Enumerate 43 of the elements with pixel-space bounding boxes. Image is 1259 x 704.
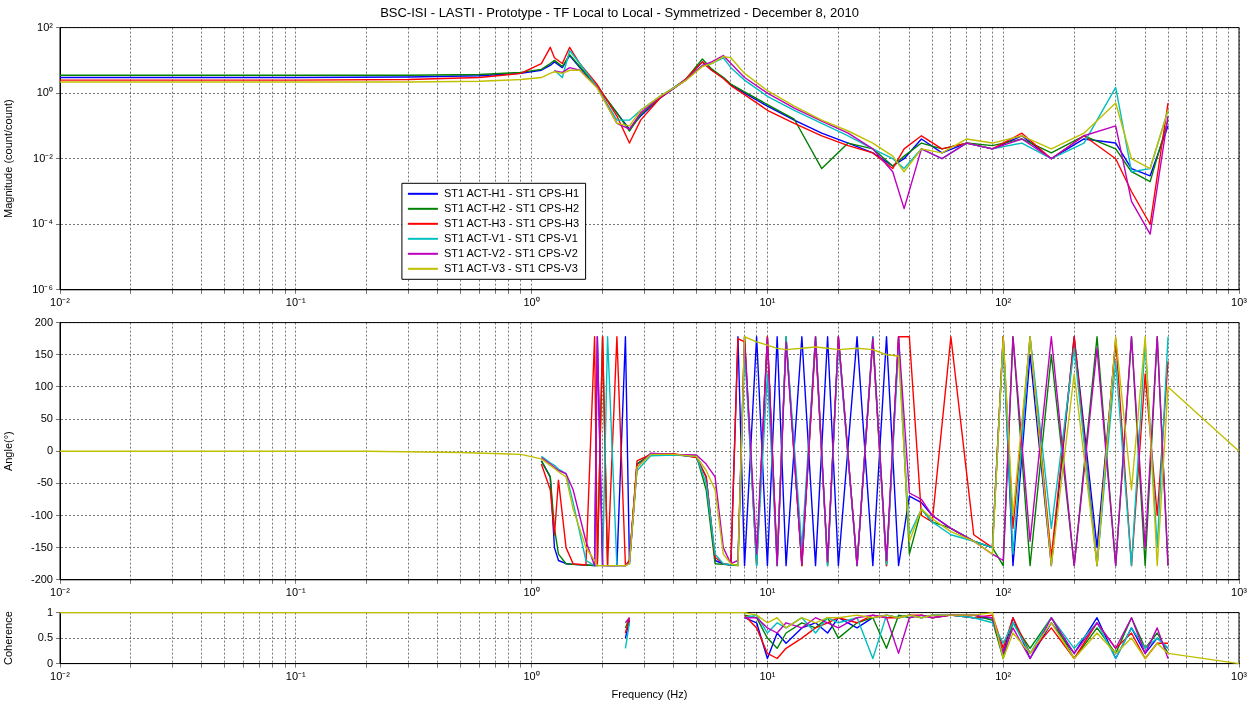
x-tick-label: 10⁻¹ (285, 586, 307, 599)
y-tick-label: 10² (37, 20, 54, 33)
y-tick-label: 1 (46, 605, 53, 618)
x-tick-label: 10⁰ (523, 296, 540, 309)
y-tick-label: 150 (34, 347, 53, 360)
x-tick-label: 10⁰ (523, 670, 540, 683)
x-tick-label: 10² (995, 586, 1012, 599)
y-tick-label: 50 (40, 412, 53, 425)
x-tick-label: 10¹ (759, 670, 776, 683)
x-tick-label: 10⁰ (523, 586, 540, 599)
legend-label: ST1 ACT-V3 - ST1 CPS-V3 (443, 261, 578, 274)
legend-label: ST1 ACT-V2 - ST1 CPS-V2 (443, 246, 578, 259)
x-axis-title: Frequency (Hz) (611, 688, 688, 701)
x-tick-label: 10³ (1231, 296, 1248, 309)
y-tick-label: -150 (30, 540, 53, 553)
y-tick-label: 0 (46, 656, 53, 669)
x-tick-label: 10⁻¹ (285, 296, 307, 309)
y-tick-label: 200 (34, 315, 53, 328)
chart-title: BSC-ISI - LASTI - Prototype - TF Local to Local - Symmetrized - December 8, 2010 (380, 5, 859, 21)
legend-label: ST1 ACT-H2 - ST1 CPS-H2 (443, 201, 579, 214)
y-tick-label: 100 (34, 379, 53, 392)
y-tick-label: 10⁰ (36, 86, 53, 99)
y-tick-label: 0 (46, 444, 53, 457)
y-tick-label: -50 (37, 476, 53, 489)
x-tick-label: 10³ (1231, 670, 1248, 683)
y-tick-label: 0.5 (37, 631, 53, 644)
y-axis-title: Angle(°) (1, 431, 14, 472)
y-tick-label: -200 (30, 572, 53, 585)
y-tick-label: 10⁻⁶ (32, 282, 53, 295)
x-tick-label: 10² (995, 296, 1012, 309)
x-tick-label: 10¹ (759, 586, 776, 599)
legend-label: ST1 ACT-H1 - ST1 CPS-H1 (443, 186, 579, 199)
y-tick-label: 10⁻² (33, 151, 54, 164)
y-axis-title: Coherence (1, 611, 14, 666)
y-axis-title: Magnitude (count/count) (1, 99, 14, 219)
y-tick-label: -100 (30, 508, 53, 521)
x-tick-label: 10⁻¹ (285, 670, 307, 683)
x-tick-label: 10¹ (759, 296, 776, 309)
x-tick-label: 10² (995, 670, 1012, 683)
legend-label: ST1 ACT-V1 - ST1 CPS-V1 (443, 231, 578, 244)
x-tick-label: 10³ (1231, 586, 1248, 599)
y-tick-label: 10⁻⁴ (32, 217, 54, 230)
legend-label: ST1 ACT-H3 - ST1 CPS-H3 (443, 216, 579, 229)
